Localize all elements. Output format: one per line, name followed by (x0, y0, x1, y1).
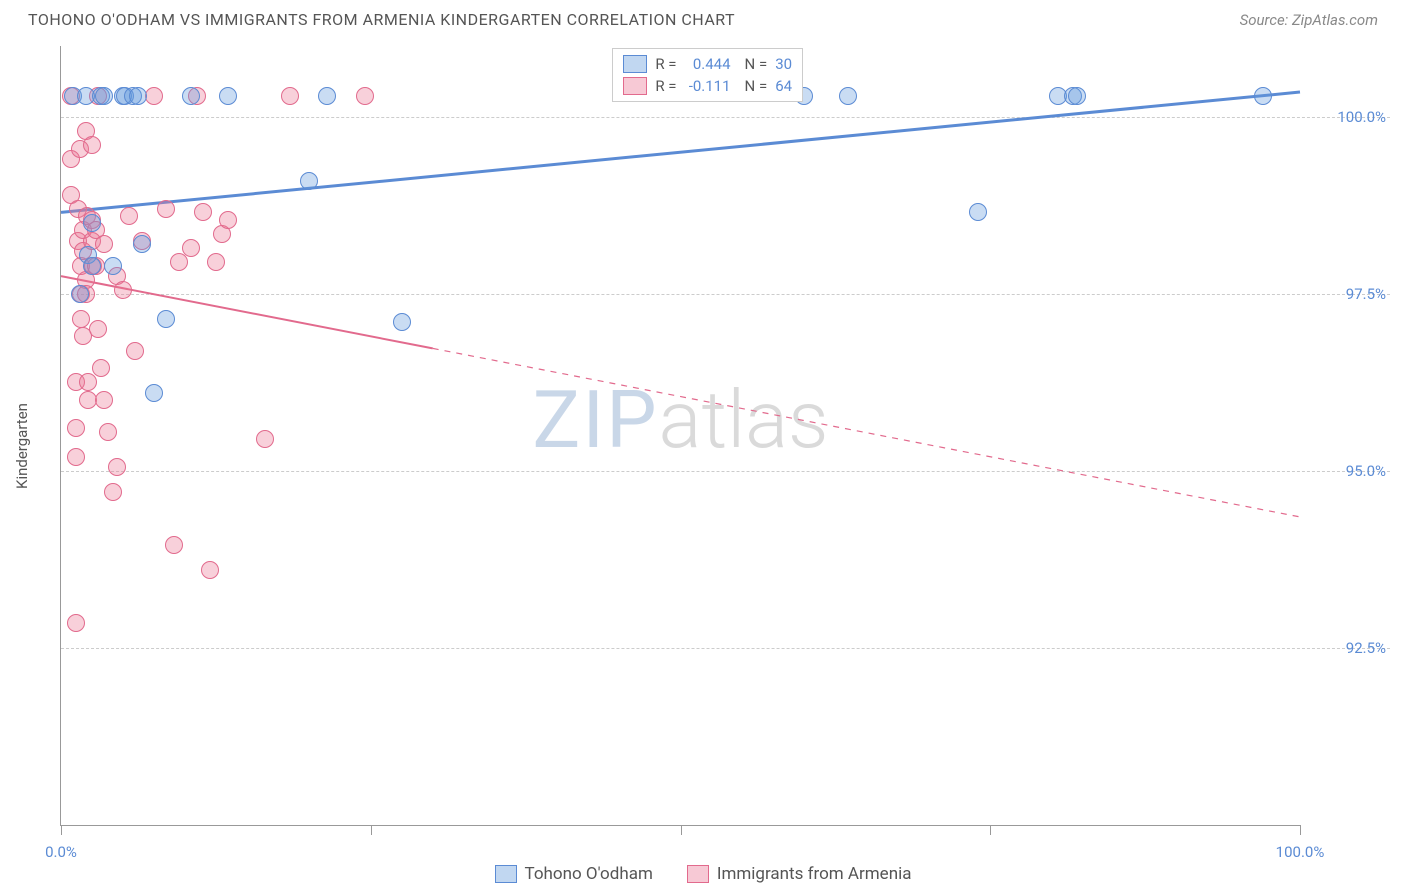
pink-point (182, 239, 200, 257)
r-value: -0.111 (685, 77, 731, 95)
pink-point (72, 310, 90, 328)
n-value: 30 (775, 55, 792, 73)
n-label: N = (745, 55, 768, 73)
pink-point (356, 87, 374, 105)
pink-point (114, 281, 132, 299)
pink-point (219, 211, 237, 229)
pink-point (194, 203, 212, 221)
x-tick-label: 0.0% (45, 843, 77, 861)
pink-point (67, 419, 85, 437)
regression-overlay (61, 46, 1300, 825)
legend-label-blue: Tohono O'odham (525, 864, 653, 884)
watermark: ZIPatlas (532, 373, 828, 467)
blue-point (95, 87, 113, 105)
stats-row: R = -0.111 N = 64 (623, 75, 792, 97)
gridline (61, 294, 1390, 295)
y-axis-label: Kindergarten (13, 403, 31, 489)
n-label: N = (745, 77, 768, 95)
pink-point (165, 536, 183, 554)
blue-point (1068, 87, 1086, 105)
pink-point (207, 253, 225, 271)
legend-item-blue: Tohono O'odham (495, 864, 653, 884)
pink-point (95, 391, 113, 409)
pink-point (67, 614, 85, 632)
y-tick-label: 97.5% (1346, 285, 1386, 303)
pink-point (108, 458, 126, 476)
stats-legend: R = 0.444 N = 30 R = -0.111 N = 64 (612, 48, 803, 102)
blue-point (839, 87, 857, 105)
chart-area: Kindergarten ZIPatlas 100.0%97.5%95.0%92… (28, 46, 1396, 846)
pink-point (67, 448, 85, 466)
blue-point (318, 87, 336, 105)
blue-point (1254, 87, 1272, 105)
pink-point (145, 87, 163, 105)
pink-point (126, 342, 144, 360)
pink-point (89, 320, 107, 338)
pink-point (95, 235, 113, 253)
legend-swatch-blue (495, 865, 517, 883)
blue-point (157, 310, 175, 328)
pink-point (83, 136, 101, 154)
y-tick-label: 95.0% (1346, 462, 1386, 480)
pink-point (256, 430, 274, 448)
x-tick (990, 825, 991, 835)
pink-point (92, 359, 110, 377)
blue-point (71, 285, 89, 303)
blue-point (969, 203, 987, 221)
blue-point (393, 313, 411, 331)
x-tick (371, 825, 372, 835)
blue-point (104, 257, 122, 275)
legend-item-pink: Immigrants from Armenia (687, 864, 912, 884)
blue-point (83, 257, 101, 275)
blue-point (133, 235, 151, 253)
blue-point (219, 87, 237, 105)
y-tick-label: 92.5% (1346, 639, 1386, 657)
gridline (61, 471, 1390, 472)
pink-point (281, 87, 299, 105)
pink-point (99, 423, 117, 441)
stats-row: R = 0.444 N = 30 (623, 53, 792, 75)
watermark-zip: ZIP (532, 373, 658, 467)
pink-point (170, 253, 188, 271)
source-label: Source: ZipAtlas.com (1240, 11, 1378, 29)
blue-point (129, 87, 147, 105)
r-value: 0.444 (685, 55, 731, 73)
bottom-legend: Tohono O'odham Immigrants from Armenia (0, 864, 1406, 884)
legend-label-pink: Immigrants from Armenia (717, 864, 912, 884)
blue-point (83, 214, 101, 232)
blue-point (182, 87, 200, 105)
x-tick (681, 825, 682, 835)
blue-point (300, 172, 318, 190)
gridline (61, 117, 1390, 118)
plot-region: ZIPatlas 100.0%97.5%95.0%92.5%0.0%100.0%… (60, 46, 1300, 826)
gridline (61, 648, 1390, 649)
stats-swatch (623, 77, 647, 95)
pink-point (157, 200, 175, 218)
r-label: R = (655, 77, 676, 95)
x-tick (61, 825, 62, 835)
blue-point (145, 384, 163, 402)
pink-point (201, 561, 219, 579)
pink-point (104, 483, 122, 501)
pink-point (79, 373, 97, 391)
x-tick-label: 100.0% (1276, 843, 1325, 861)
stats-swatch (623, 55, 647, 73)
n-value: 64 (775, 77, 792, 95)
chart-header: TOHONO O'ODHAM VS IMMIGRANTS FROM ARMENI… (0, 0, 1406, 37)
watermark-atlas: atlas (659, 373, 829, 467)
x-tick (1300, 825, 1301, 835)
pink-point (120, 207, 138, 225)
legend-swatch-pink (687, 865, 709, 883)
y-tick-label: 100.0% (1337, 108, 1386, 126)
chart-title: TOHONO O'ODHAM VS IMMIGRANTS FROM ARMENI… (28, 10, 735, 29)
r-label: R = (655, 55, 676, 73)
